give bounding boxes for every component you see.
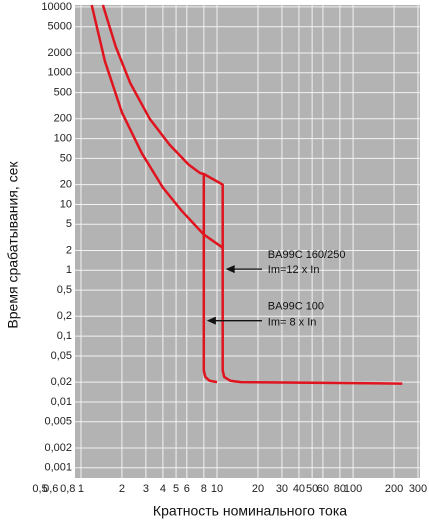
x-tick-label: 2 bbox=[119, 483, 125, 495]
x-tick-label: 60 bbox=[317, 483, 329, 495]
x-axis-title: Кратность номинального тока bbox=[153, 503, 347, 519]
curve bbox=[90, 4, 224, 249]
y-tick-label: 0,2 bbox=[57, 310, 72, 322]
y-tick-label: 0,1 bbox=[57, 330, 72, 342]
x-tick-label: 5 bbox=[173, 483, 179, 495]
y-tick-label: 1 bbox=[66, 264, 72, 276]
y-tick-label: 20 bbox=[60, 179, 72, 191]
annotation: Im= 8 x In bbox=[268, 317, 317, 329]
annotation: Im=12 x In bbox=[268, 264, 320, 276]
y-tick-label: 0,5 bbox=[57, 284, 72, 296]
curve bbox=[202, 174, 218, 384]
y-tick-label: 0,05 bbox=[51, 350, 72, 362]
y-tick-label: 5 bbox=[66, 218, 72, 230]
y-tick-label: 0,01 bbox=[51, 396, 72, 408]
x-tick-label: 200 bbox=[385, 483, 403, 495]
y-tick-label: 0,002 bbox=[44, 442, 72, 454]
annotation: BA99C 100 bbox=[268, 301, 324, 313]
y-axis-title: Время срабатывания, сек bbox=[5, 161, 21, 329]
arrow-head bbox=[206, 316, 216, 325]
y-tick-label: 2000 bbox=[48, 47, 72, 59]
y-tick-label: 100 bbox=[54, 133, 72, 145]
grid bbox=[75, 5, 420, 478]
x-tick-label: 0,6 bbox=[43, 483, 58, 495]
x-tick-label: 3 bbox=[143, 483, 149, 495]
y-tick-label: 500 bbox=[54, 86, 72, 98]
arrow-head bbox=[225, 265, 235, 274]
x-tick-label: 6 bbox=[184, 483, 190, 495]
x-tick-label: 30 bbox=[276, 483, 288, 495]
y-tick-label: 0,02 bbox=[51, 376, 72, 388]
y-tick-label: 2 bbox=[66, 244, 72, 256]
x-tick-label: 40 bbox=[293, 483, 305, 495]
curve bbox=[101, 4, 403, 385]
annotation: BA99C 160/250 bbox=[268, 249, 346, 261]
x-tick-label: 300 bbox=[409, 483, 427, 495]
x-tick-label: 20 bbox=[252, 483, 264, 495]
y-tick-label: 5000 bbox=[48, 21, 72, 33]
x-tick-label: 1 bbox=[78, 483, 84, 495]
x-tick-label: 4 bbox=[160, 483, 166, 495]
y-tick-label: 0,001 bbox=[44, 462, 72, 474]
x-tick-label: 0,5 bbox=[32, 483, 47, 495]
y-tick-label: 50 bbox=[60, 152, 72, 164]
x-tick-label: 50 bbox=[306, 483, 318, 495]
plot-area bbox=[75, 5, 420, 478]
y-tick-label: 200 bbox=[54, 113, 72, 125]
y-tick-label: 10 bbox=[60, 198, 72, 210]
y-tick-label: 0,005 bbox=[44, 416, 72, 428]
x-tick-label: 100 bbox=[344, 483, 362, 495]
x-tick-label: 8 bbox=[201, 483, 207, 495]
y-tick-label: 10000 bbox=[41, 1, 72, 13]
x-tick-label: 80 bbox=[334, 483, 346, 495]
x-tick-label: 0,8 bbox=[60, 483, 75, 495]
x-tick-label: 10 bbox=[211, 483, 223, 495]
y-tick-label: 1000 bbox=[48, 67, 72, 79]
